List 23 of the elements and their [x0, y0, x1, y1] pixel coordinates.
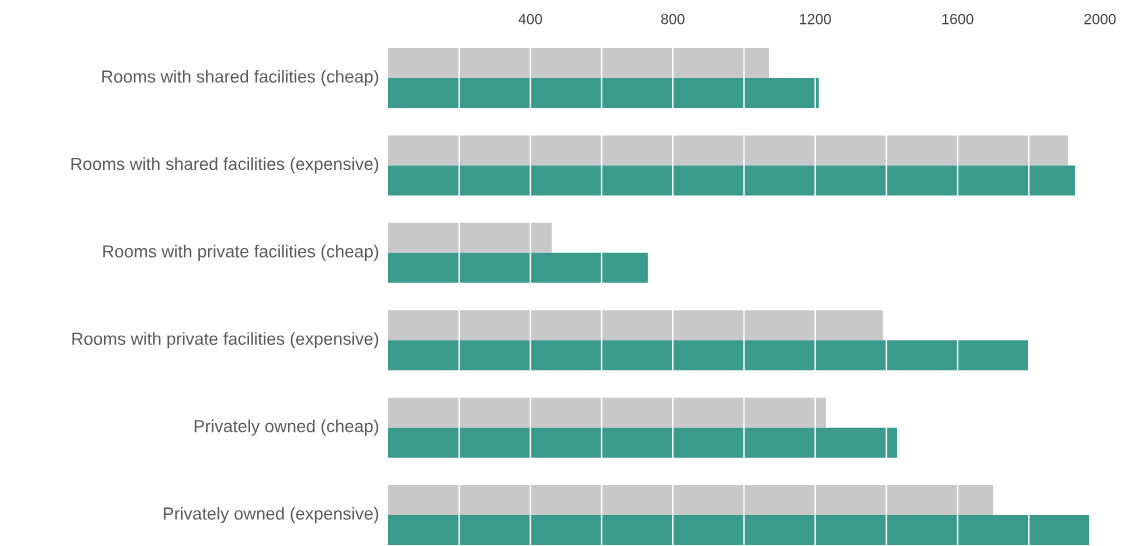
bar	[388, 484, 994, 515]
y-tick-label: Rooms with private facilities (cheap)	[103, 244, 379, 261]
y-tick-label: Rooms with private facilities (expensive)	[72, 331, 379, 349]
bar	[388, 514, 1090, 545]
bar	[388, 222, 552, 253]
bar	[388, 47, 769, 78]
bar	[388, 252, 648, 283]
x-tick-label: 800	[661, 13, 685, 25]
x-tick-label: 400	[518, 13, 543, 25]
bar	[388, 310, 883, 341]
x-tick-label: 1200	[799, 13, 831, 25]
y-tick-label: Privately owned (expensive)	[163, 506, 379, 523]
x-tick-label: 1600	[942, 13, 974, 25]
bar	[388, 427, 898, 458]
y-tick-label: Rooms with shared facilities (cheap)	[102, 69, 379, 86]
x-tick-label: 2000	[1084, 13, 1116, 25]
y-tick-label: Privately owned (cheap)	[194, 419, 379, 436]
bar	[388, 77, 819, 108]
bar	[388, 397, 826, 428]
y-tick-label: Rooms with shared facilities (expensive)	[71, 157, 379, 174]
bar	[388, 165, 1076, 196]
bar	[388, 135, 1068, 166]
bar	[388, 340, 1029, 371]
